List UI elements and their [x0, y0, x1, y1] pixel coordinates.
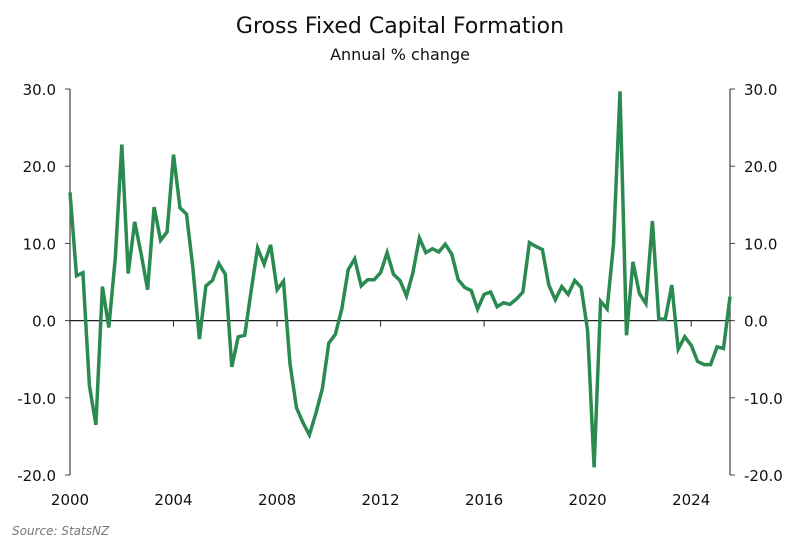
y-tick-label-right: 10.0 [744, 235, 777, 253]
y-tick-label-right: -20.0 [744, 467, 783, 485]
y-tick-label-right: 0.0 [744, 313, 768, 331]
source-note: Source: StatsNZ [12, 524, 110, 538]
y-tick-label-left: 10.0 [23, 235, 56, 253]
chart-subtitle: Annual % change [330, 45, 470, 64]
y-tick-label-right: 20.0 [744, 158, 777, 176]
series-line [68, 91, 732, 468]
x-tick-label: 2016 [465, 491, 503, 509]
x-tick-label: 2012 [361, 491, 399, 509]
x-tick-label: 2024 [672, 491, 710, 509]
y-tick-label-left: 0.0 [32, 313, 56, 331]
x-tick-label: 2008 [258, 491, 296, 509]
x-tick-label: 2020 [569, 491, 607, 509]
y-tick-label-left: -10.0 [17, 390, 56, 408]
x-tick-label: 2004 [154, 491, 192, 509]
x-tick-label: 2000 [51, 491, 89, 509]
y-tick-label-left: -20.0 [17, 467, 56, 485]
y-tick-label-left: 20.0 [23, 158, 56, 176]
chart-title: Gross Fixed Capital Formation [235, 14, 565, 39]
y-tick-label-left: 30.0 [23, 81, 56, 99]
y-tick-label-right: 30.0 [744, 81, 777, 99]
y-tick-label-right: -10.0 [744, 390, 783, 408]
